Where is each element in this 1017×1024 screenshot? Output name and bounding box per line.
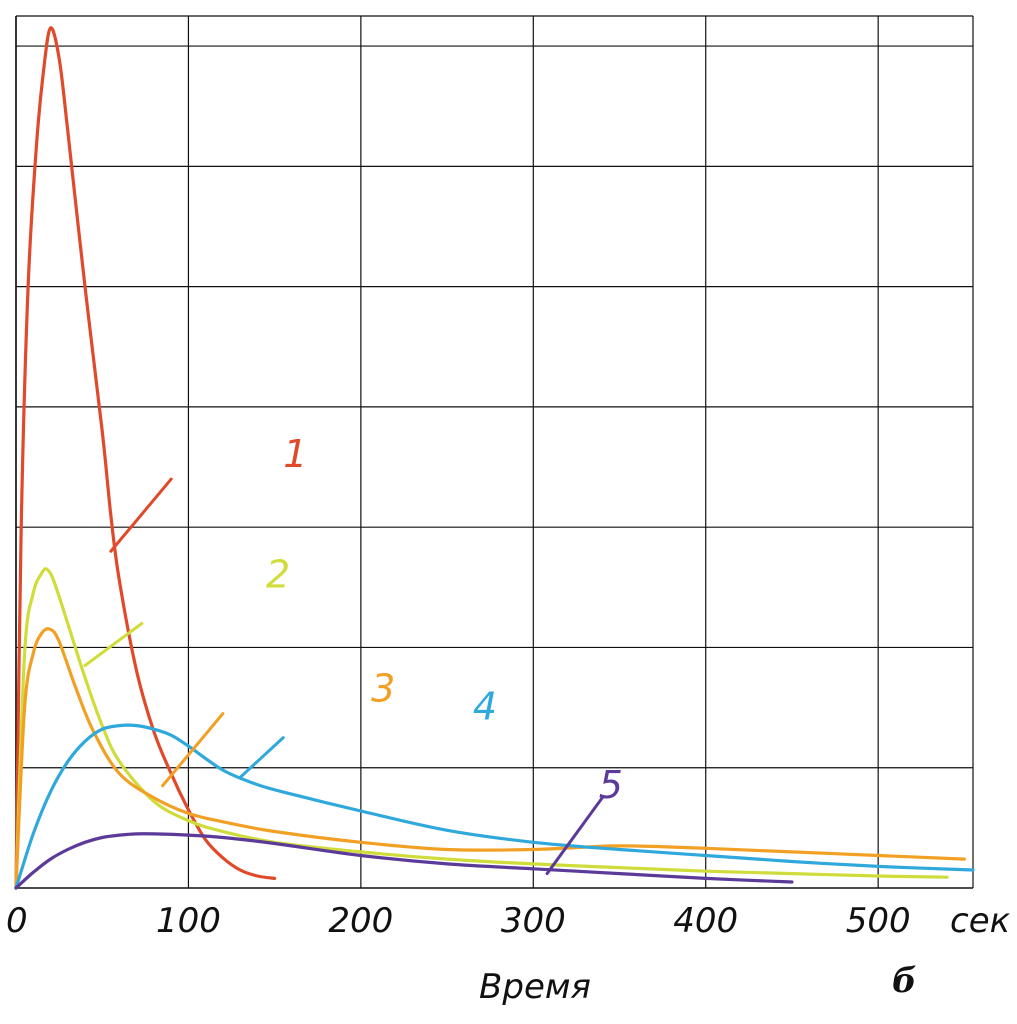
grid bbox=[15, 15, 974, 889]
x-axis-label: Время bbox=[479, 967, 591, 1007]
series-leaders bbox=[83, 477, 604, 876]
series-label-5: 5 bbox=[599, 763, 623, 807]
series-line-5 bbox=[14, 832, 794, 890]
x-tick-label-100: 100 bbox=[156, 901, 221, 941]
series-line-3 bbox=[14, 627, 966, 890]
series-leader-3 bbox=[161, 712, 225, 788]
series-leader-4 bbox=[238, 736, 285, 779]
series-lines bbox=[14, 26, 975, 890]
series-line-2 bbox=[14, 567, 949, 890]
series-label-2: 2 bbox=[266, 552, 290, 596]
series-line-4 bbox=[14, 723, 975, 890]
series-labels: 1 2 3 4 5 bbox=[266, 432, 623, 807]
series-leader-2 bbox=[83, 621, 144, 667]
series-leader-1 bbox=[109, 477, 173, 553]
x-unit-label: сек bbox=[950, 901, 1011, 941]
series-label-3: 3 bbox=[371, 667, 395, 711]
x-tick-labels: 0 100 200 300 400 500 bbox=[6, 901, 911, 941]
x-tick-label-300: 300 bbox=[501, 901, 566, 941]
series-leader-5 bbox=[545, 796, 604, 876]
x-tick-label-500: 500 bbox=[846, 901, 911, 941]
series-line-1 bbox=[14, 26, 277, 890]
series-label-1: 1 bbox=[283, 432, 307, 476]
panel-letter: б bbox=[892, 961, 917, 1001]
series-label-4: 4 bbox=[473, 685, 497, 729]
x-tick-label-0: 0 bbox=[6, 901, 28, 941]
x-tick-label-200: 200 bbox=[328, 901, 393, 941]
x-tick-label-400: 400 bbox=[673, 901, 738, 941]
